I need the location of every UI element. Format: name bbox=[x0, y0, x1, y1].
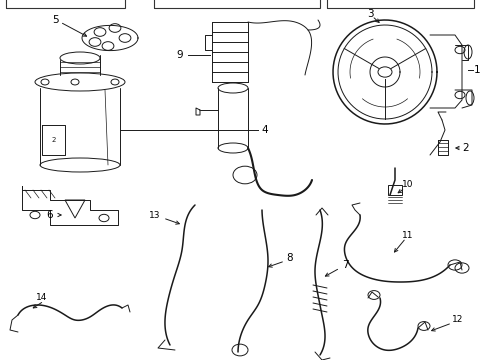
Text: 13: 13 bbox=[149, 211, 161, 220]
Text: 12: 12 bbox=[452, 315, 464, 324]
Text: 4: 4 bbox=[262, 125, 269, 135]
Bar bbox=[154, 0, 320, 8]
Text: 1: 1 bbox=[474, 65, 480, 75]
Text: 11: 11 bbox=[402, 230, 414, 239]
Bar bbox=[6, 0, 125, 8]
Text: 8: 8 bbox=[287, 253, 294, 263]
Text: 14: 14 bbox=[36, 293, 48, 302]
Text: 9: 9 bbox=[177, 50, 183, 60]
Text: 2: 2 bbox=[51, 137, 56, 143]
Text: 5: 5 bbox=[51, 15, 58, 25]
Text: 6: 6 bbox=[47, 210, 53, 220]
Bar bbox=[327, 0, 474, 8]
Bar bbox=[388, 185, 402, 195]
Text: 2: 2 bbox=[463, 143, 469, 153]
Text: 10: 10 bbox=[402, 180, 414, 189]
Text: 3: 3 bbox=[367, 9, 373, 19]
Text: 7: 7 bbox=[342, 260, 348, 270]
